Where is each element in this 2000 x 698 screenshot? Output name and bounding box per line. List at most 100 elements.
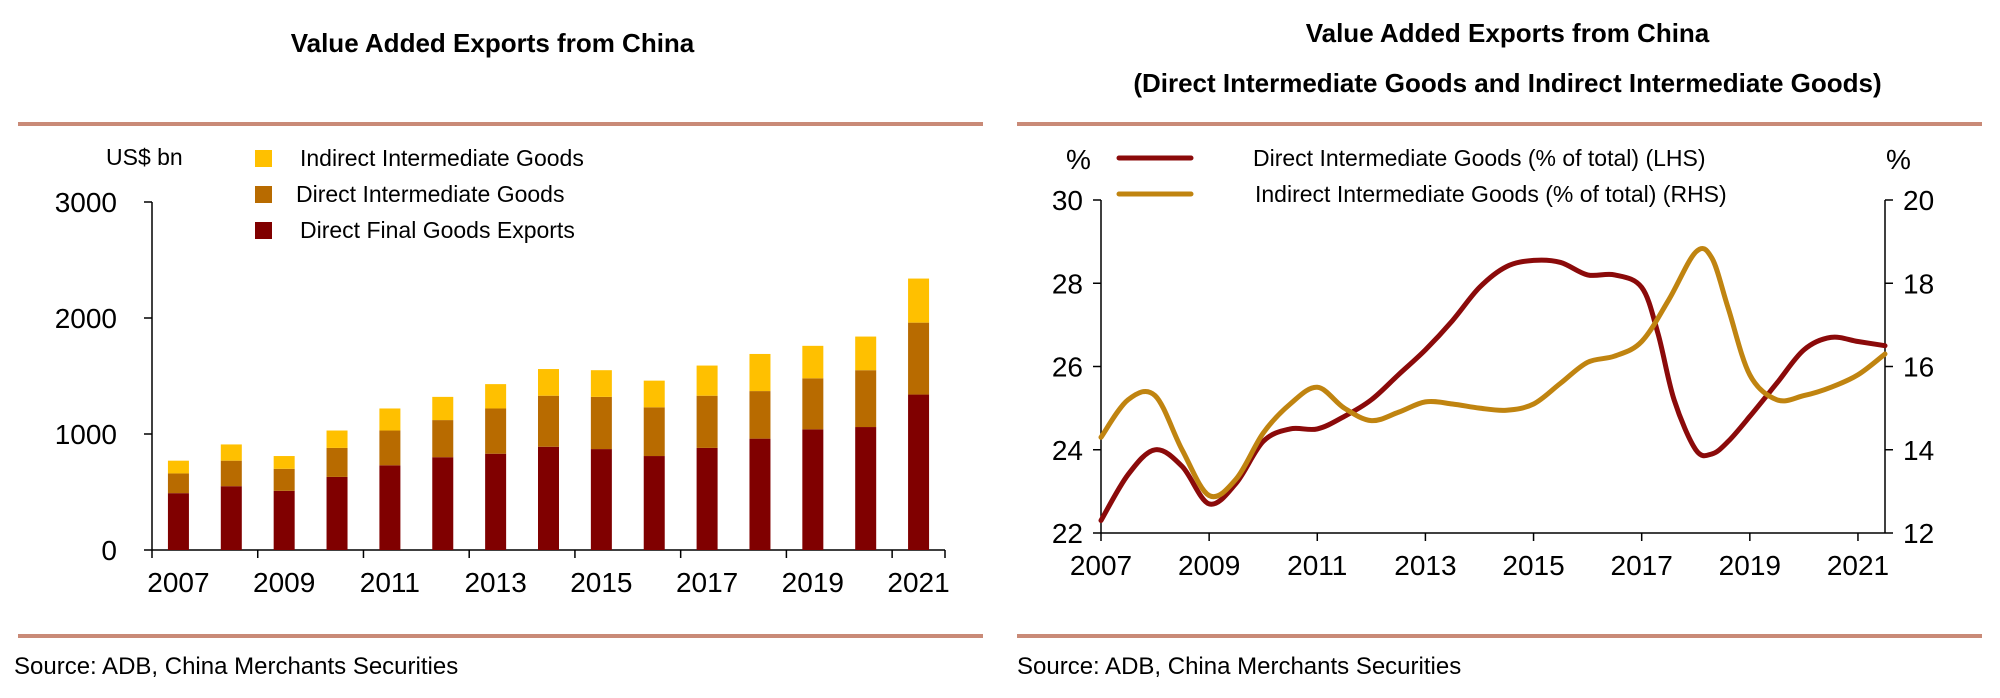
right-chart-title-line1: Value Added Exports from China — [1305, 18, 1710, 48]
right-top-rule — [1017, 122, 1982, 126]
bar-segment — [802, 345, 824, 379]
y-tick-label: 3000 — [55, 187, 117, 218]
bar-segment — [855, 336, 877, 371]
right-y-tick-label: 18 — [1903, 268, 1934, 299]
left-top-rule — [18, 122, 983, 126]
bar-segment — [802, 429, 824, 550]
bar-segment — [220, 444, 242, 461]
legend-label: Direct Intermediate Goods (% of total) (… — [1253, 145, 1706, 171]
bar-segment — [432, 457, 454, 550]
bar-segment — [273, 456, 295, 469]
left-chart-title: Value Added Exports from China — [290, 28, 695, 58]
bar-segment — [855, 427, 877, 550]
x-tick-label: 2021 — [1827, 550, 1889, 581]
bar-segment — [432, 396, 454, 421]
x-tick-label: 2019 — [782, 567, 844, 598]
legend-label: Indirect Intermediate Goods — [300, 145, 584, 171]
bar-segment — [432, 420, 454, 458]
bar-segment — [538, 446, 559, 550]
left-y-tick-label: 28 — [1052, 268, 1083, 299]
bar-segment — [326, 447, 348, 477]
bar-segment — [802, 378, 824, 430]
x-tick-label: 2017 — [676, 567, 738, 598]
bar-segment — [696, 365, 718, 396]
x-tick-label: 2011 — [1287, 550, 1347, 581]
bar-segment — [379, 430, 401, 466]
left-y-tick-label: 26 — [1052, 352, 1083, 383]
bar-segment — [379, 465, 401, 550]
y-tick-label: 0 — [101, 535, 117, 566]
bar-segment — [379, 408, 401, 431]
bar-segment — [590, 370, 612, 397]
x-tick-label: 2013 — [464, 567, 526, 598]
bar-segment — [696, 395, 718, 448]
x-tick-label: 2017 — [1611, 550, 1673, 581]
x-tick-label: 2007 — [147, 567, 209, 598]
bar-segment — [167, 473, 189, 494]
bar-segment — [908, 322, 930, 395]
legend-swatch — [255, 186, 272, 203]
bar-segment — [749, 391, 771, 439]
bar-segment — [696, 447, 718, 550]
x-tick-label: 2009 — [1178, 550, 1240, 581]
x-tick-label: 2011 — [360, 567, 420, 598]
legend-label: Direct Final Goods Exports — [300, 217, 575, 243]
bar-segment — [908, 278, 930, 323]
x-tick-label: 2019 — [1719, 550, 1781, 581]
right-y-axis-unit-label: % — [1886, 144, 1911, 175]
left-y-axis-unit-label: % — [1066, 144, 1091, 175]
x-tick-label: 2015 — [570, 567, 632, 598]
right-bottom-rule — [1017, 634, 1982, 638]
right-chart-title-line2: (Direct Intermediate Goods and Indirect … — [1133, 68, 1882, 98]
left-y-tick-label: 30 — [1052, 185, 1083, 216]
bar-segment — [485, 408, 507, 454]
bar-segment — [538, 369, 559, 396]
right-source-note: Source: ADB, China Merchants Securities — [1017, 653, 1462, 680]
left-y-tick-label: 24 — [1052, 435, 1083, 466]
bar-segment — [220, 460, 242, 487]
bar-segment — [485, 384, 507, 409]
bar-segment — [167, 493, 189, 550]
bar-segment — [749, 438, 771, 550]
bar-segment — [326, 476, 348, 550]
bar-segment — [643, 407, 665, 457]
y-axis-unit-label: US$ bn — [106, 144, 183, 170]
bar-segment — [908, 394, 930, 550]
x-tick-label: 2013 — [1394, 550, 1456, 581]
stacked-bar-chart: 0 1000 2000 3000 US$ bn 2007 2009 2011 2013 2015 2… — [55, 144, 950, 598]
left-y-tick-label: 22 — [1052, 518, 1083, 549]
bar-segment — [167, 460, 189, 474]
x-tick-label: 2007 — [1070, 550, 1132, 581]
indirect-intermediate-line — [1098, 246, 1888, 500]
left-source-note: Source: ADB, China Merchants Securities — [14, 653, 459, 680]
legend-swatch — [255, 222, 272, 239]
bar-segment — [643, 456, 665, 550]
legend-label: Indirect Intermediate Goods (% of total)… — [1255, 181, 1727, 207]
bar-segment — [273, 468, 295, 491]
y-tick-label: 2000 — [55, 303, 117, 334]
right-y-tick-label: 14 — [1903, 435, 1934, 466]
bar-segment — [273, 490, 295, 550]
x-tick-label: 2015 — [1502, 550, 1564, 581]
bar-segment — [855, 370, 877, 428]
right-y-tick-label: 16 — [1903, 352, 1934, 383]
right-y-tick-label: 20 — [1903, 185, 1934, 216]
x-tick-label: 2021 — [887, 567, 949, 598]
bar-segment — [590, 396, 612, 450]
bar-segment — [538, 395, 559, 447]
left-chart-panel: Value Added Exports from China 0 1000 2000… — [0, 0, 985, 698]
x-tick-label: 2009 — [253, 567, 315, 598]
right-y-tick-label: 12 — [1903, 518, 1934, 549]
y-tick-label: 1000 — [55, 419, 117, 450]
legend-label: Direct Intermediate Goods — [296, 181, 564, 207]
bar-segment — [220, 486, 242, 550]
bar-segment — [590, 449, 612, 550]
bar-segment — [326, 430, 348, 448]
dual-axis-line-chart: 22 24 26 28 30 12 14 16 18 20% % 2007 2009 2011 2013 20… — [1052, 144, 1934, 581]
bar-segment — [485, 453, 507, 550]
right-chart-panel: Value Added Exports from China (Direct I… — [1015, 0, 2000, 698]
left-bottom-rule — [18, 634, 983, 638]
bar-segment — [643, 380, 665, 408]
legend-swatch — [255, 150, 272, 167]
direct-intermediate-line — [1098, 257, 1888, 523]
